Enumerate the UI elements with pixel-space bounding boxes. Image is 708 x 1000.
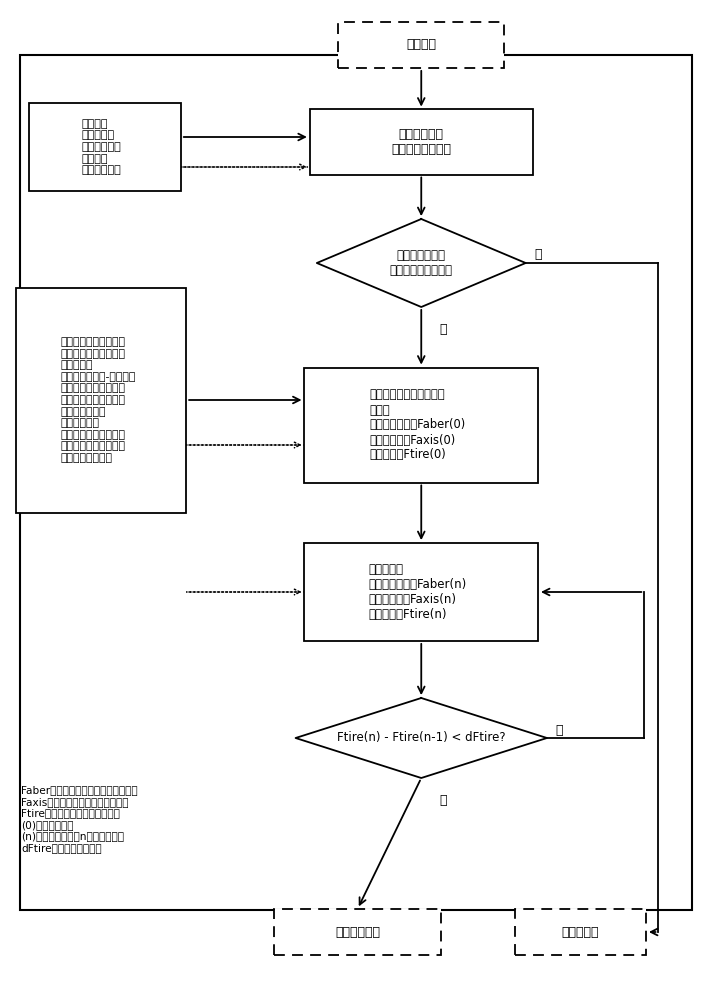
Bar	[338, 22, 504, 68]
Bar	[28, 103, 181, 191]
Bar	[20, 55, 692, 910]
Polygon shape	[296, 698, 547, 778]
Text: 迭代计算：
各减震支柱受力Faber(n)
各机轮轴受力Faxis(n)
各轮胎受力Ftire(n): 迭代计算： 各减震支柱受力Faber(n) 各机轮轴受力Faxis(n) 各轮胎…	[369, 563, 467, 621]
Bar	[304, 367, 538, 483]
Text: 输出零向量: 输出零向量	[562, 926, 599, 938]
Bar	[515, 909, 646, 955]
Text: 机轮是否接地？
减震支柱是否压缩？: 机轮是否接地？ 减震支柱是否压缩？	[390, 249, 452, 277]
Text: 轮胎坐标
半轮轴坐标
减震支柱坐标
机体坐标
坐标转换矩阵: 轮胎坐标 半轮轴坐标 减震支柱坐标 机体坐标 坐标转换矩阵	[81, 119, 121, 175]
Text: 起落架系统主要参数：
机轮轴位置（未压缩）
各机轮半径
减震支柱压缩力-位移曲线
减震支柱粘性摩擦系数
减震支柱阻尼摩擦系数
各支柱机轮数量
轮胎压力系数
典型: 起落架系统主要参数： 机轮轴位置（未压缩） 各机轮半径 减震支柱压缩力-位移曲线…	[60, 337, 135, 463]
Text: Faber为各减震支柱受力，单位：牛；
Faxis为各机轮轴受力，单位：牛；
Ftire为各轮胎受力，单位：牛；
(0)为迭代初值；
(n)为迭代过程中第n次迭: Faber为各减震支柱受力，单位：牛； Faxis为各机轮轴受力，单位：牛； F…	[21, 785, 138, 853]
Text: 是: 是	[439, 794, 447, 806]
Text: 是: 是	[439, 323, 447, 336]
Text: Ftire(n) - Ftire(n-1) < dFtire?: Ftire(n) - Ftire(n-1) < dFtire?	[337, 732, 506, 744]
Text: 否: 否	[534, 248, 542, 261]
Text: 输入参数: 输入参数	[406, 38, 436, 51]
Bar	[16, 288, 186, 512]
Text: 计算机轮状态
计算减震支柱状态: 计算机轮状态 计算减震支柱状态	[392, 128, 451, 156]
Bar	[304, 543, 538, 641]
Text: 假设轮胎摩擦系数，计算
初值：
各减震支柱受力Faber(0)
各机轮轴受力Faxis(0)
各轮胎受力Ftire(0): 假设轮胎摩擦系数，计算 初值： 各减震支柱受力Faber(0) 各机轮轴受力Fa…	[370, 388, 466, 462]
Bar	[275, 909, 440, 955]
Bar	[310, 109, 532, 174]
Polygon shape	[316, 219, 525, 307]
Text: 按需输出参数: 按需输出参数	[335, 926, 380, 938]
Text: 否: 否	[555, 724, 563, 736]
